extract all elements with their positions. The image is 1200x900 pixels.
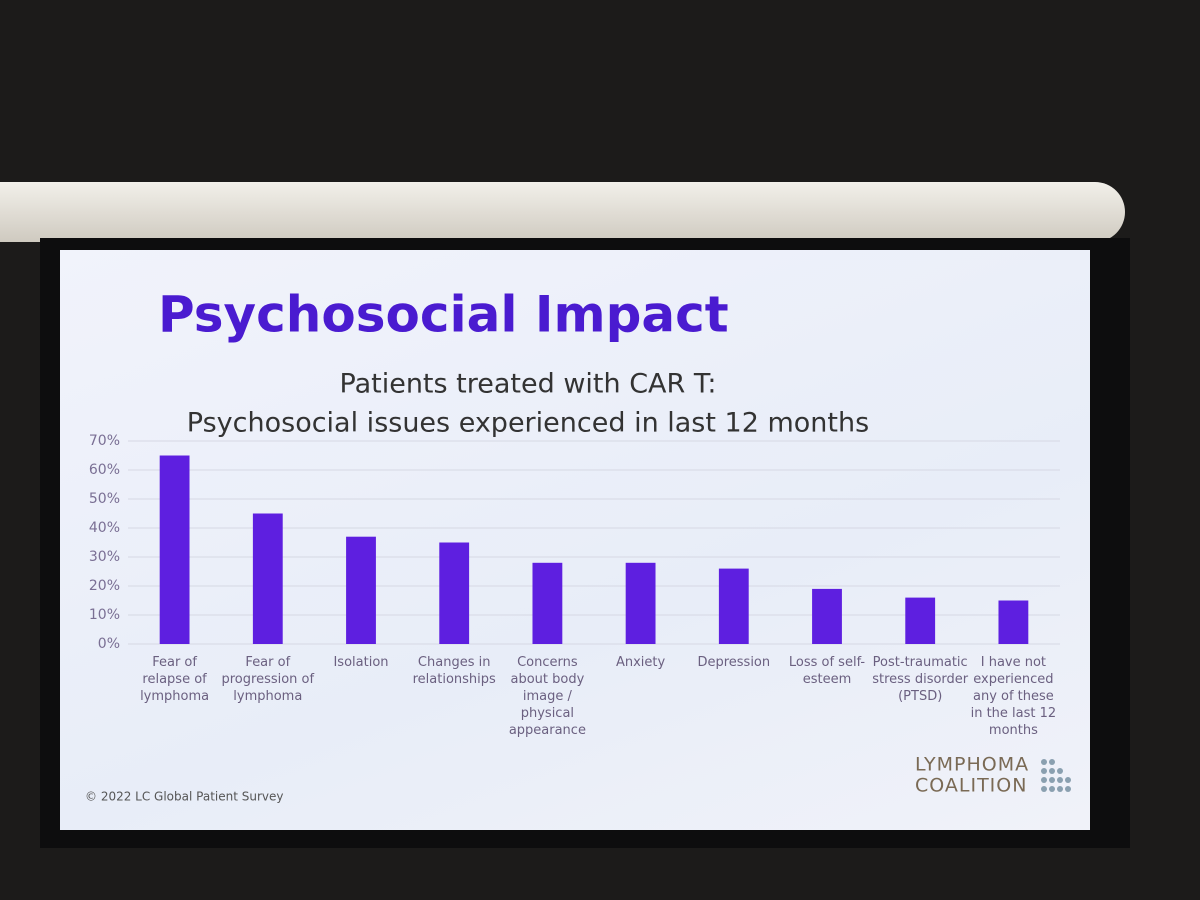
y-tick-label: 60% (89, 462, 120, 478)
bar (718, 568, 749, 644)
bar (252, 513, 283, 644)
slide-heading: Psychosocial Impact (158, 286, 729, 344)
y-tick-label: 50% (89, 491, 120, 507)
chart-subtitle: Psychosocial issues experienced in last … (187, 408, 869, 439)
y-tick-label: 30% (89, 549, 120, 565)
y-tick-label: 0% (98, 636, 120, 652)
bar (625, 562, 656, 644)
screen-housing (0, 182, 1125, 242)
x-tick-label: Fear of relapse of lymphoma (140, 655, 210, 704)
x-tick-label: Changes in relationships (412, 655, 496, 687)
y-tick-label: 10% (89, 607, 120, 623)
x-tick-label: Depression (697, 655, 771, 670)
y-tick-label: 20% (89, 578, 120, 594)
y-tick-label: 40% (89, 520, 120, 536)
x-tick-label: Anxiety (615, 655, 666, 670)
bar (905, 597, 936, 644)
bar (998, 600, 1029, 644)
logo-dots (1041, 759, 1071, 792)
chart-title: Patients treated with CAR T: (340, 369, 717, 400)
x-tick-label: I have not experienced any of these in t… (970, 655, 1057, 738)
x-tick-label: Post-traumatic stress disorder (PTSD) (872, 655, 969, 704)
slide (60, 250, 1090, 830)
bar (439, 542, 470, 644)
x-tick-label: Loss of self-esteem (788, 655, 866, 687)
bar (532, 562, 563, 644)
y-tick-label: 70% (89, 433, 120, 449)
x-tick-label: Isolation (333, 655, 389, 670)
x-tick-label: Concerns about body image / physical app… (508, 655, 586, 738)
footer: © 2022 LC Global Patient Survey (85, 790, 283, 804)
bar (812, 588, 842, 644)
bar (159, 455, 190, 644)
bar (346, 536, 376, 644)
logo-text: LYMPHOMA (915, 754, 1029, 776)
x-tick-label: Fear of progression of lymphoma (221, 655, 315, 704)
logo-text: COALITION (915, 775, 1027, 797)
